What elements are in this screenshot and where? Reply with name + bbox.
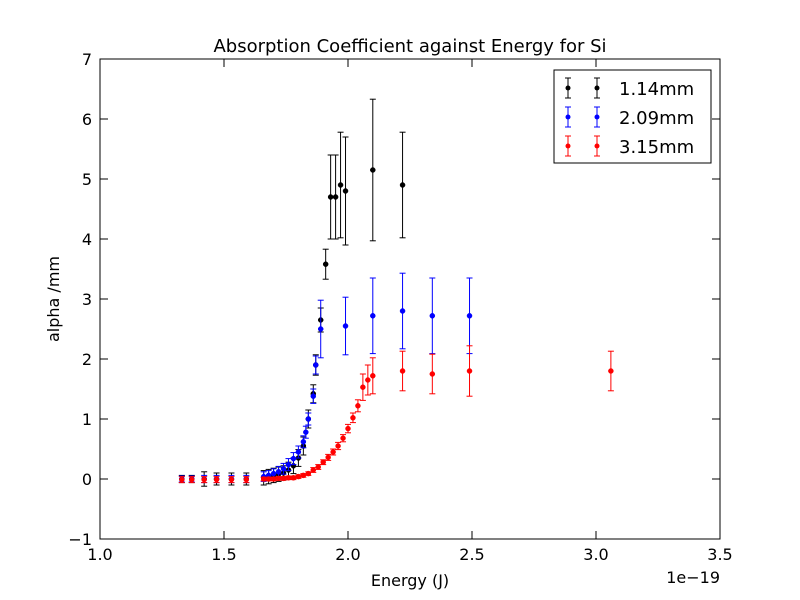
data-point <box>370 313 376 319</box>
data-point <box>228 476 235 483</box>
data-point <box>260 476 267 482</box>
x-tick-label: 2.5 <box>459 545 484 564</box>
data-point <box>265 476 272 482</box>
data-point <box>399 368 406 374</box>
data-point <box>270 470 277 477</box>
data-point <box>337 182 344 188</box>
data-point <box>310 467 317 473</box>
series-3.15mm <box>178 345 614 484</box>
data-point <box>285 475 292 481</box>
data-point <box>295 449 302 455</box>
data-point <box>320 459 326 465</box>
data-point <box>179 476 185 483</box>
data-point <box>345 425 351 432</box>
x-tick-label: 2.0 <box>335 545 360 564</box>
data-point <box>370 373 376 379</box>
legend-label: 1.14mm <box>619 79 694 100</box>
y-axis: −1 0 1 2 3 4 5 6 7 <box>68 50 720 549</box>
legend: 1.14mm 2.09mm 3.15mm <box>553 69 712 164</box>
data-point <box>350 415 356 421</box>
data-point <box>300 472 307 479</box>
data-point <box>332 194 339 200</box>
legend-marker <box>594 85 600 91</box>
y-tick-label: −1 <box>68 530 92 549</box>
data-point <box>270 476 277 482</box>
data-point <box>355 403 361 409</box>
data-point <box>305 416 312 422</box>
data-point <box>466 368 473 374</box>
legend-label: 3.15mm <box>619 137 694 158</box>
data-point <box>429 313 436 319</box>
data-point <box>399 308 406 314</box>
x-tick-label: 1.5 <box>211 545 236 564</box>
data-point <box>189 476 195 483</box>
legend-marker <box>594 114 600 120</box>
data-point <box>315 464 321 470</box>
plot-area <box>178 98 614 487</box>
data-point <box>608 368 614 374</box>
data-point <box>365 377 371 383</box>
data-point <box>322 261 329 267</box>
data-point <box>310 393 317 399</box>
data-point <box>342 188 349 194</box>
data-point <box>429 371 436 377</box>
legend-label: 2.09mm <box>619 108 694 129</box>
data-point <box>295 473 302 480</box>
y-tick-label: 3 <box>82 290 92 309</box>
chart-title: Absorption Coefficient against Energy fo… <box>213 36 606 57</box>
data-point <box>305 470 312 477</box>
data-point <box>285 461 292 468</box>
axes-frame <box>99 58 721 540</box>
data-point <box>275 475 282 482</box>
x-axis-label: Energy (J) <box>371 571 449 590</box>
data-point <box>342 323 349 329</box>
y-tick-label: 1 <box>82 410 92 429</box>
y-tick-label: 7 <box>82 50 92 69</box>
data-point <box>340 435 346 441</box>
legend-marker <box>594 143 600 149</box>
y-tick-label: 5 <box>82 170 92 189</box>
data-point <box>466 313 473 319</box>
data-point <box>303 429 309 435</box>
data-point <box>327 194 334 200</box>
data-point <box>370 167 376 173</box>
y-tick-label: 6 <box>82 110 92 129</box>
y-tick-label: 0 <box>82 470 92 489</box>
data-point <box>335 443 341 449</box>
y-tick-label: 2 <box>82 350 92 369</box>
y-tick-label: 4 <box>82 230 92 249</box>
y-axis-label: alpha /mm <box>44 256 63 342</box>
data-point <box>317 326 324 332</box>
x-tick-label: 3.0 <box>583 545 608 564</box>
data-point <box>330 449 336 455</box>
data-point <box>360 384 366 390</box>
x-tick-label: 3.5 <box>707 545 732 564</box>
data-point <box>300 439 307 445</box>
data-point <box>275 469 282 475</box>
legend-marker <box>565 85 571 91</box>
data-point <box>290 455 297 462</box>
x-axis-offset-label: 1e−19 <box>666 568 720 587</box>
data-point <box>213 476 220 483</box>
legend-marker <box>565 114 571 120</box>
x-axis: 1.0 1.5 2.0 2.5 3.0 3.5 <box>87 59 733 564</box>
data-point <box>290 475 297 481</box>
data-point <box>325 454 331 461</box>
data-point <box>399 182 406 188</box>
legend-marker <box>565 143 571 149</box>
data-point <box>243 476 250 483</box>
data-point <box>313 362 319 368</box>
data-point <box>280 466 287 472</box>
data-point <box>280 475 287 482</box>
legend-box <box>553 69 712 164</box>
data-point <box>201 476 207 483</box>
x-tick-label: 1.0 <box>87 545 112 564</box>
